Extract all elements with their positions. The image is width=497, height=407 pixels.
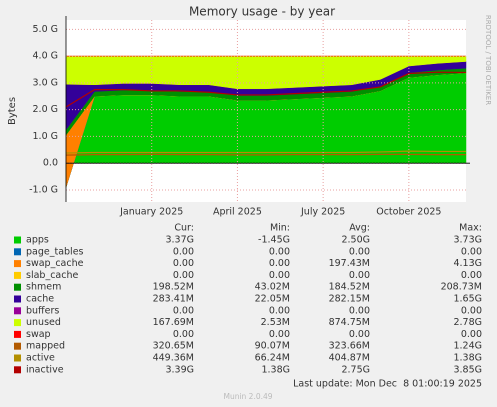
stat-value: 198.52M bbox=[153, 282, 194, 293]
stat-header: Cur: bbox=[174, 223, 194, 234]
y-tick-label: 5.0 G bbox=[33, 24, 59, 35]
stat-value: 320.65M bbox=[153, 341, 194, 352]
legend-swatch bbox=[14, 283, 21, 291]
stat-value: 0.00 bbox=[461, 246, 482, 257]
y-tick-label: -1.0 G bbox=[29, 184, 58, 195]
stat-value: 1.65G bbox=[453, 294, 482, 305]
stat-value: 449.36M bbox=[153, 353, 194, 364]
legend-swatch bbox=[14, 248, 21, 256]
legend-swatch bbox=[14, 319, 21, 327]
stat-value: 0.00 bbox=[349, 329, 370, 340]
x-tick-label: July 2025 bbox=[300, 207, 345, 218]
line-mapped bbox=[65, 153, 466, 156]
stat-value: 404.87M bbox=[329, 353, 370, 364]
y-axis-label: Bytes bbox=[7, 97, 18, 125]
stat-value: 0.00 bbox=[173, 270, 194, 281]
legend-label: swap_cache bbox=[26, 258, 84, 269]
legend-label: cache bbox=[26, 294, 54, 305]
stat-value: 90.07M bbox=[255, 341, 290, 352]
legend-label: slab_cache bbox=[26, 270, 78, 281]
y-tick-label: 1.0 G bbox=[33, 131, 59, 142]
legend-label: active bbox=[26, 353, 55, 364]
stat-value: 0.00 bbox=[173, 258, 194, 269]
legend-label: inactive bbox=[26, 364, 64, 375]
stat-value: 3.73G bbox=[453, 235, 482, 246]
stat-value: 2.53M bbox=[261, 317, 290, 328]
legend-label: unused bbox=[26, 317, 61, 328]
stat-value: 0.00 bbox=[461, 305, 482, 316]
legend-swatch bbox=[14, 307, 21, 315]
legend-label: shmem bbox=[26, 282, 61, 293]
legend-swatch bbox=[14, 366, 21, 374]
stat-value: 0.00 bbox=[349, 270, 370, 281]
stat-value: 874.75M bbox=[329, 317, 370, 328]
stat-header: Max: bbox=[459, 223, 482, 234]
stat-header: Min: bbox=[270, 223, 290, 234]
stat-value: 283.41M bbox=[153, 294, 194, 305]
y-tick-label: 2.0 G bbox=[33, 104, 59, 115]
stat-value: -1.45G bbox=[258, 235, 290, 246]
legend-swatch bbox=[14, 271, 21, 279]
legend-swatch bbox=[14, 330, 21, 338]
stat-value: 1.38G bbox=[453, 353, 482, 364]
x-tick-label: January 2025 bbox=[119, 207, 183, 218]
stat-value: 2.50G bbox=[341, 235, 370, 246]
line-active bbox=[65, 150, 466, 154]
stat-value: 3.39G bbox=[165, 364, 194, 375]
footer: Munin 2.0.49 bbox=[223, 392, 272, 401]
stat-value: 197.43M bbox=[329, 258, 370, 269]
stat-value: 22.05M bbox=[255, 294, 290, 305]
stat-value: 0.00 bbox=[461, 329, 482, 340]
last-update: Last update: Mon Dec 8 01:00:19 2025 bbox=[293, 379, 482, 390]
stat-value: 0.00 bbox=[349, 246, 370, 257]
stat-value: 0.00 bbox=[269, 270, 290, 281]
x-tick-label: April 2025 bbox=[213, 207, 262, 218]
x-tick-label: October 2025 bbox=[376, 207, 441, 218]
stat-value: 208.73M bbox=[441, 282, 482, 293]
stat-value: 0.00 bbox=[269, 258, 290, 269]
side-text: RRDTOOL / TOBI OETIKER bbox=[484, 15, 492, 105]
line-inactive bbox=[65, 71, 467, 108]
stat-value: 2.75G bbox=[341, 364, 370, 375]
stat-value: 43.02M bbox=[255, 282, 290, 293]
stat-value: 0.00 bbox=[269, 246, 290, 257]
stat-value: 2.78G bbox=[453, 317, 482, 328]
chart-title: Memory usage - by year bbox=[189, 5, 335, 19]
legend-swatch bbox=[14, 354, 21, 362]
stat-value: 282.15M bbox=[329, 294, 370, 305]
y-tick-label: 4.0 G bbox=[33, 51, 59, 62]
stat-value: 3.37G bbox=[165, 235, 194, 246]
stat-value: 0.00 bbox=[461, 270, 482, 281]
legend-swatch bbox=[14, 236, 21, 244]
legend-label: apps bbox=[26, 235, 49, 246]
legend-swatch bbox=[14, 342, 21, 350]
stat-value: 323.66M bbox=[329, 341, 370, 352]
stat-value: 0.00 bbox=[173, 329, 194, 340]
stat-value: 0.00 bbox=[269, 329, 290, 340]
legend-label: mapped bbox=[26, 341, 65, 352]
stat-value: 1.24G bbox=[453, 341, 482, 352]
stat-value: 0.00 bbox=[173, 305, 194, 316]
legend-swatch bbox=[14, 260, 21, 268]
stat-value: 0.00 bbox=[269, 305, 290, 316]
stat-value: 167.69M bbox=[153, 317, 194, 328]
stat-value: 1.38G bbox=[261, 364, 290, 375]
y-tick-label: 3.0 G bbox=[33, 77, 59, 88]
legend-label: page_tables bbox=[26, 246, 84, 257]
legend-swatch bbox=[14, 295, 21, 303]
stat-value: 0.00 bbox=[173, 246, 194, 257]
stat-value: 184.52M bbox=[329, 282, 370, 293]
stat-value: 66.24M bbox=[255, 353, 290, 364]
legend-label: swap bbox=[26, 329, 51, 340]
legend-label: buffers bbox=[26, 305, 59, 316]
stat-value: 0.00 bbox=[349, 305, 370, 316]
stat-header: Avg: bbox=[349, 223, 370, 234]
stat-value: 3.85G bbox=[453, 364, 482, 375]
stat-value: 4.13G bbox=[453, 258, 482, 269]
y-tick-label: 0.0 bbox=[43, 158, 58, 169]
